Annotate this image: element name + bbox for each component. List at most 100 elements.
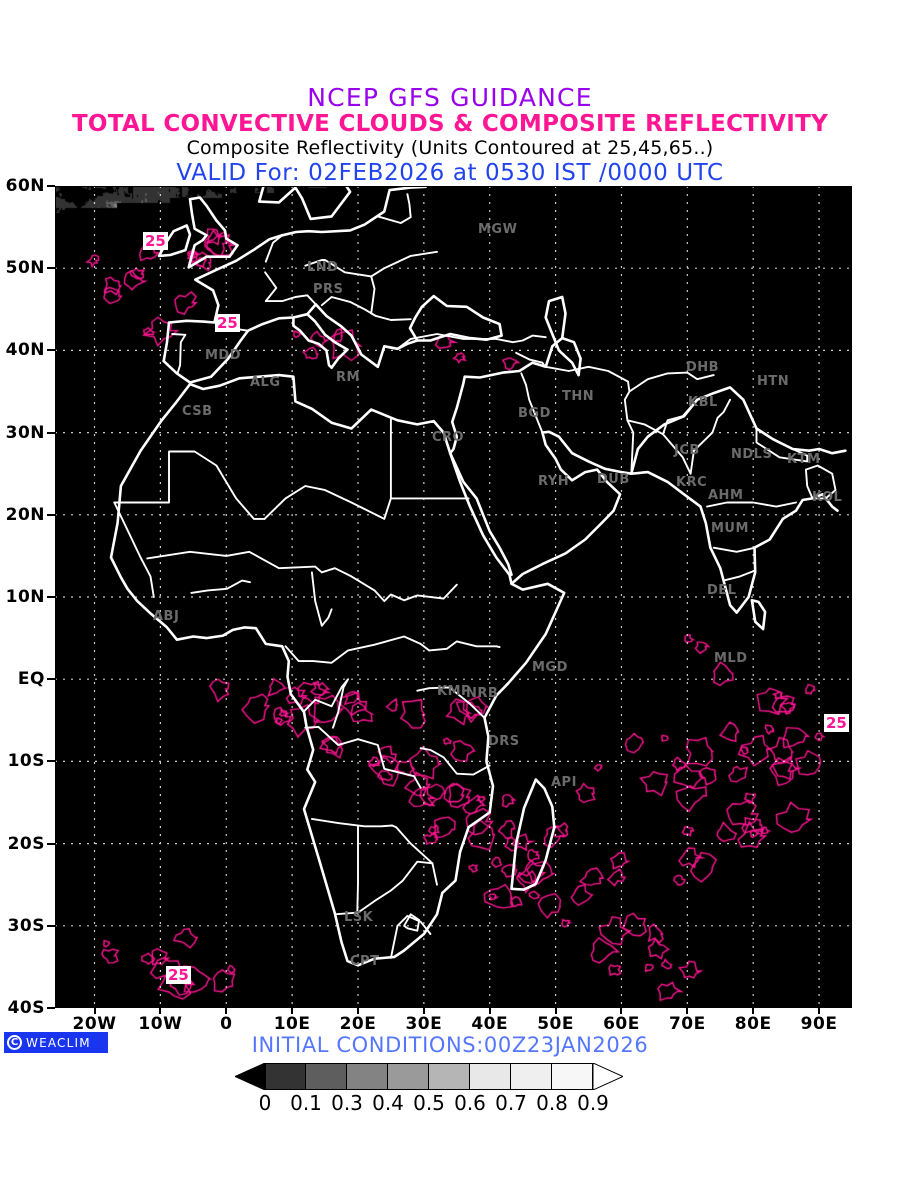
colorbar-tick-label: 0.9 [577,1091,609,1115]
lat-tick-mark [47,760,55,763]
city-label: MGD [532,660,568,675]
colorbar-tick-label: 0.8 [536,1091,568,1115]
city-label: DRS [488,734,520,749]
lat-tick-mark [47,924,55,927]
lat-tick-mark [47,513,55,516]
lon-tick-mark [818,1008,821,1014]
colorbar-tick-label: 0.6 [454,1091,486,1115]
city-label: KBL [688,395,718,410]
colorbar-swatches [235,1063,665,1090]
colorbar-cell [552,1063,593,1090]
lon-tick-mark [356,1008,359,1014]
city-label: CRO [432,430,465,445]
city-label: THN [562,389,595,404]
lon-tick-mark [752,1008,755,1014]
contour-value-label: 25 [824,714,849,732]
lon-tick-mark [620,1008,623,1014]
colorbar-cell [511,1063,552,1090]
lon-tick-mark [422,1008,425,1014]
city-label: HTN [757,374,790,389]
map-gridlines [55,186,852,1008]
lat-tick-mark [47,1007,55,1009]
lat-tick-label: 20N [5,504,45,525]
lat-tick-label: 40N [5,340,45,361]
lon-tick-mark [93,1008,96,1014]
colorbar-tick-label: 0.5 [413,1091,445,1115]
city-label: API [551,775,577,790]
lat-tick-mark [47,842,55,845]
lon-tick-mark [159,1008,162,1014]
colorbar-cell [388,1063,429,1090]
city-label: MGW [478,222,518,237]
lon-tick-label: 10E [273,1014,311,1034]
lat-tick-label: 10N [5,587,45,607]
city-label: MDD [205,348,242,363]
lat-tick-mark [47,431,55,434]
colorbar: 0 0.1 0.3 0.4 0.5 0.6 0.7 0.8 0.9 [235,1063,665,1123]
lat-tick-label: EQ [17,669,45,690]
colorbar-cell [429,1063,470,1090]
contour-value-label: 25 [215,314,240,332]
map-label-layer: MGW LND PRS MDD ALG CSB RM THN BGD DHB HTN KBL CRO JC… [55,186,852,1008]
city-label: RM [336,370,360,385]
city-label: BGD [518,406,551,421]
lon-tick-label: 70E [668,1014,706,1034]
lon-tick-label: 20E [339,1014,377,1034]
lon-tick-label: 10W [138,1014,183,1034]
title-line-valid-time: VALID For: 02FEB2026 at 0530 IST /0000 U… [176,160,724,186]
lat-tick-label: 30S [7,915,45,936]
city-label: DHB [686,360,720,375]
lat-tick-label: 20S [7,833,45,854]
city-label: KOL [812,490,843,505]
lon-tick-label: 80E [734,1014,772,1034]
colorbar-tick-label: 0.4 [372,1091,404,1115]
city-label: RYH [538,474,570,489]
lat-tick-label: 60N [5,176,45,196]
lon-tick-label: 60E [603,1014,640,1034]
lat-tick-mark [47,678,55,681]
colorbar-cell [265,1063,306,1090]
lon-tick-label: 90E [800,1014,838,1034]
city-label: ABJ [153,609,180,624]
city-label: NDLS [731,447,773,462]
city-label: DEL [707,583,737,598]
city-label: MLD [714,651,748,666]
lat-tick-mark [47,596,55,598]
title-line-product: TOTAL CONVECTIVE CLOUDS & COMPOSITE REFL… [71,111,829,137]
city-label: KMP [437,684,472,699]
lat-tick-label: 10S [7,751,45,772]
colorbar-tick-label: 0.3 [331,1091,363,1115]
colorbar-left-arrow-icon [235,1063,265,1090]
city-label: KRC [676,475,708,490]
city-label: PRS [313,282,344,297]
lon-tick-label: 20W [72,1014,117,1034]
city-label: AHM [708,488,744,503]
lon-tick-mark [488,1008,491,1014]
lat-tick-label: 30N [5,422,45,443]
weaclim-badge[interactable]: C WEACLIM [4,1032,108,1053]
city-label: MUM [711,521,749,536]
city-label: KTM [787,452,821,467]
lon-tick-mark [291,1008,294,1014]
colorbar-tick-label: 0 [258,1091,272,1115]
map-vector-overlay [55,186,852,1008]
colorbar-tick-label: 0.7 [495,1091,527,1115]
city-label: LSK [344,910,374,925]
lat-tick-mark [47,185,55,187]
city-label: LND [307,260,339,275]
weather-map[interactable]: MGW LND PRS MDD ALG CSB RM THN BGD DHB HTN KBL CRO JC… [55,186,852,1008]
colorbar-right-arrow-icon [593,1063,623,1090]
lon-tick-label: 30E [405,1014,443,1034]
lat-tick-mark [47,349,55,352]
map-political-borders [113,193,837,959]
chart-title-block: NCEP GFS GUIDANCE TOTAL CONVECTIVE CLOUD… [0,83,900,187]
initial-conditions-text: INITIAL CONDITIONS:00Z23JAN2026 [251,1033,649,1057]
lon-tick-mark [686,1008,689,1014]
colorbar-cell [306,1063,347,1090]
lon-tick-label: 40E [471,1014,509,1034]
contour-value-label: 25 [143,232,168,250]
city-label: NRB [466,686,499,701]
lat-tick-label: 40S [7,998,45,1018]
title-line-ncep-gfs: NCEP GFS GUIDANCE [307,83,593,112]
colorbar-tick-labels: 0 0.1 0.3 0.4 0.5 0.6 0.7 0.8 0.9 [235,1091,665,1117]
